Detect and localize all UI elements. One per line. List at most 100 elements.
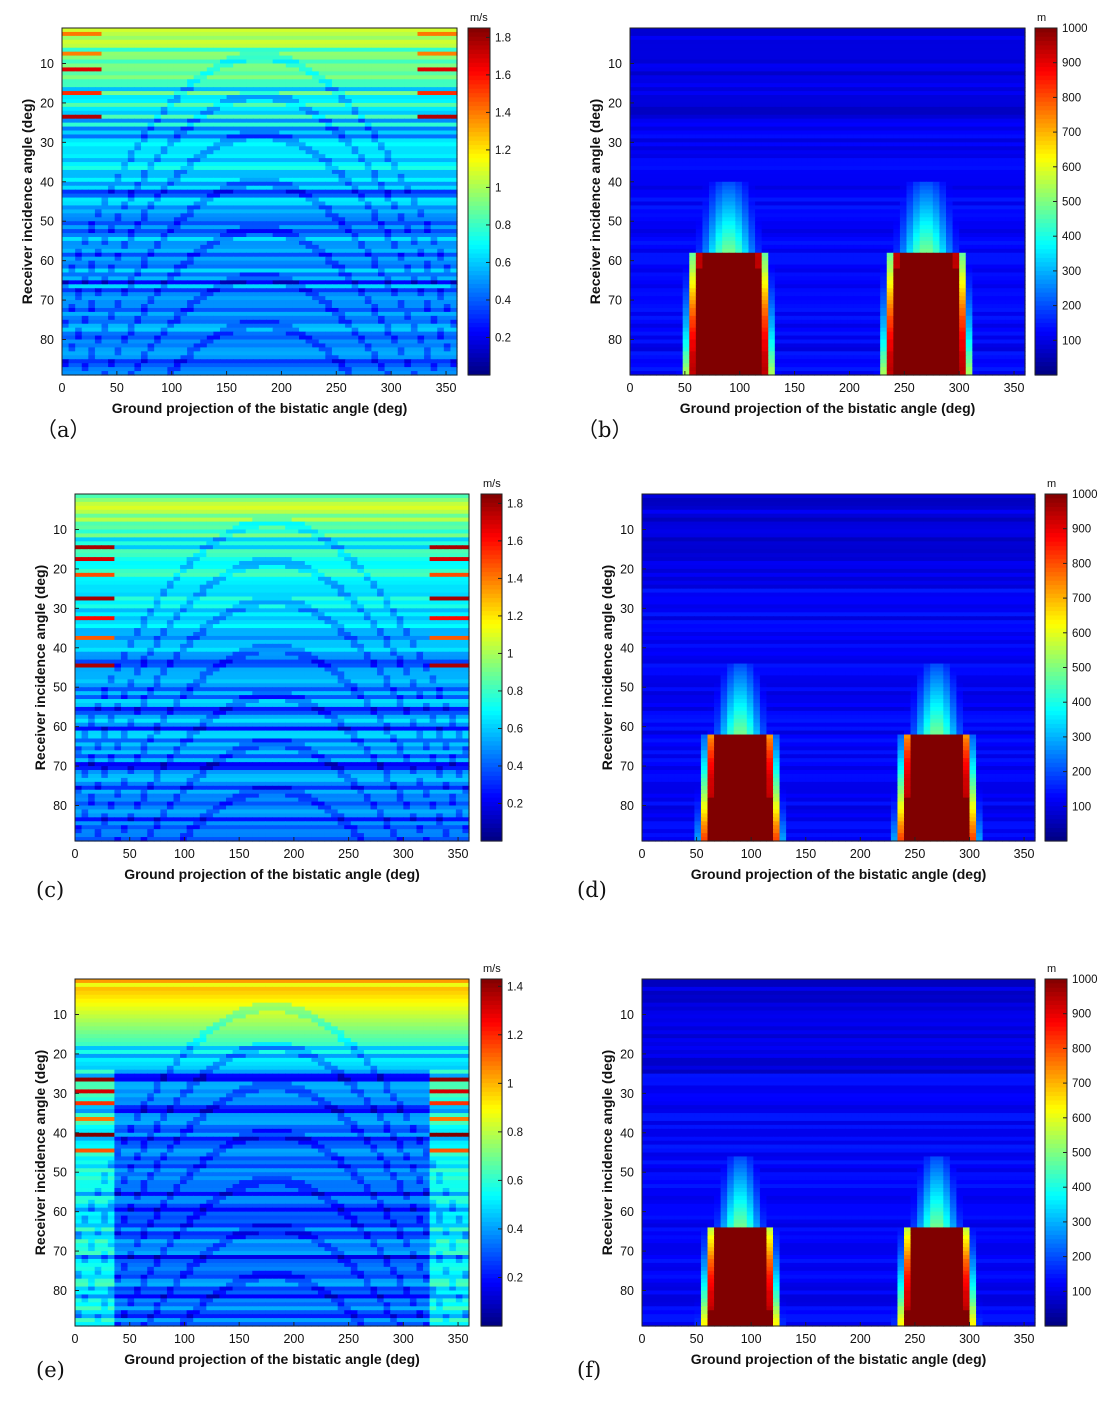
heatmap-cell — [364, 146, 373, 151]
heatmap-cell — [246, 169, 254, 175]
heatmap-cell — [180, 189, 188, 195]
heatmap-cell — [272, 79, 280, 84]
heatmap-cell — [187, 158, 195, 163]
heatmap-cell — [134, 201, 142, 207]
heatmap-cell — [167, 193, 175, 199]
heatmap-cell — [206, 146, 215, 151]
heatmap-cell — [246, 28, 254, 33]
heatmap-cell — [75, 347, 83, 352]
heatmap-cell — [259, 55, 267, 61]
heatmap-cell — [193, 213, 201, 218]
heatmap-cell — [331, 268, 340, 274]
heatmap-cell — [272, 185, 280, 191]
heatmap-cell — [193, 300, 201, 305]
heatmap-cell — [62, 343, 70, 348]
heatmap-cell — [299, 95, 307, 100]
heatmap-cell — [75, 327, 83, 333]
heatmap-cell — [206, 197, 215, 203]
heatmap-cell — [318, 169, 326, 175]
heatmap-cell — [259, 339, 267, 345]
heatmap-cell — [220, 79, 228, 84]
heatmap-cell — [75, 236, 83, 242]
heatmap-cell — [68, 173, 76, 179]
heatmap-cell — [226, 268, 234, 274]
heatmap-cell — [246, 304, 254, 309]
heatmap-cell — [371, 71, 379, 76]
heatmap-cell — [233, 209, 241, 214]
heatmap-cell — [160, 248, 168, 254]
heatmap-cell — [147, 343, 155, 348]
heatmap-cell — [141, 31, 149, 37]
heatmap-cell — [187, 272, 195, 278]
heatmap-cell — [233, 102, 241, 108]
heatmap-cell — [193, 292, 201, 297]
heatmap-cell — [430, 311, 438, 317]
heatmap-cell — [378, 102, 386, 108]
heatmap-cell — [417, 284, 425, 289]
heatmap-cell — [266, 185, 274, 191]
heatmap-cell — [252, 327, 261, 333]
heatmap-cell — [285, 118, 294, 124]
heatmap-cell — [233, 244, 241, 250]
heatmap-cell — [358, 331, 366, 337]
heatmap-cell — [364, 347, 373, 352]
heatmap-cell — [410, 311, 419, 317]
heatmap-cell — [345, 166, 353, 171]
heatmap-cell — [299, 189, 307, 195]
heatmap-cell — [239, 59, 247, 65]
heatmap-cell — [364, 35, 373, 41]
heatmap-cell — [180, 240, 188, 246]
heatmap-cell — [252, 229, 261, 234]
heatmap-cell — [173, 311, 182, 317]
heatmap-cell — [312, 244, 320, 250]
heatmap-cell — [285, 351, 294, 356]
heatmap-cell — [259, 225, 267, 230]
heatmap-cell — [312, 189, 320, 195]
heatmap-cell — [193, 47, 201, 53]
heatmap-cell — [272, 114, 280, 120]
heatmap-cell — [233, 229, 241, 234]
heatmap-cell — [147, 146, 155, 151]
heatmap-cell — [312, 260, 320, 266]
heatmap-cell — [338, 193, 346, 199]
heatmap-cell — [114, 201, 122, 207]
heatmap-cell — [305, 288, 313, 293]
heatmap-cell — [417, 79, 425, 84]
heatmap-cell — [108, 79, 116, 84]
heatmap-cell — [312, 118, 320, 124]
heatmap-cell — [114, 35, 122, 41]
heatmap-cell — [299, 28, 307, 33]
heatmap-cell — [94, 335, 103, 341]
heatmap-cell — [193, 169, 201, 175]
heatmap-cell — [424, 217, 432, 222]
heatmap-cell — [299, 150, 307, 155]
heatmap-cell — [364, 130, 373, 136]
heatmap-cell — [108, 300, 116, 305]
heatmap-cell — [147, 197, 155, 203]
heatmap-cell — [200, 87, 208, 92]
heatmap-cell — [233, 233, 241, 238]
heatmap-cell — [121, 158, 129, 163]
heatmap-cell — [121, 87, 129, 92]
heatmap-cell — [200, 264, 208, 270]
heatmap-cell — [134, 189, 142, 195]
heatmap-cell — [272, 75, 280, 80]
heatmap-cell — [410, 110, 419, 116]
heatmap-cell — [233, 272, 241, 278]
heatmap-cell — [193, 248, 201, 254]
heatmap-cell — [259, 213, 267, 218]
heatmap-cell — [147, 233, 155, 238]
heatmap-cell — [358, 229, 366, 234]
heatmap-cell — [88, 47, 96, 53]
heatmap-cell — [351, 83, 359, 88]
heatmap-cell — [285, 311, 294, 317]
heatmap-cell — [292, 244, 300, 250]
heatmap-cell — [252, 55, 261, 61]
heatmap-cell — [450, 335, 458, 341]
heatmap-cell — [266, 173, 274, 179]
heatmap-cell — [147, 118, 155, 124]
heatmap-cell — [213, 315, 221, 321]
heatmap-cell — [259, 43, 267, 49]
heatmap-cell — [127, 162, 136, 167]
heatmap-cell — [239, 209, 247, 214]
